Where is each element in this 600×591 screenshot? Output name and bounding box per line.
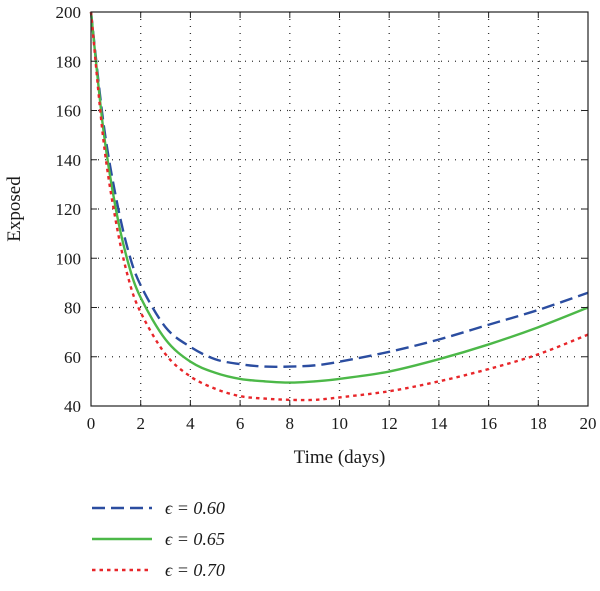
series-layer [89, 11, 589, 402]
y-axis-label: Exposed [4, 176, 25, 242]
legend-label-3: ϵ = 0.70 [165, 560, 225, 580]
y-tick-label: 100 [56, 249, 82, 268]
y-tick-label: 160 [56, 102, 82, 121]
series-line-3 [89, 11, 589, 402]
y-tick-label: 80 [64, 299, 81, 318]
x-tick-label: 14 [430, 414, 448, 433]
y-tick-label: 120 [56, 200, 82, 219]
legend-label-1: ϵ = 0.60 [165, 498, 225, 518]
x-tick-label: 0 [87, 414, 96, 433]
y-tick-label: 180 [56, 52, 82, 71]
x-tick-label: 2 [136, 414, 145, 433]
x-tick-label: 18 [530, 414, 547, 433]
y-tick-label: 200 [56, 3, 82, 22]
x-tick-label: 10 [331, 414, 348, 433]
legend: ϵ = 0.60 ϵ = 0.65 ϵ = 0.70 [92, 498, 225, 580]
x-tick-label: 6 [236, 414, 245, 433]
y-tick-label: 60 [64, 348, 81, 367]
x-tick-label: 16 [480, 414, 497, 433]
x-tick-label: 12 [381, 414, 398, 433]
series-line-1 [89, 11, 589, 369]
legend-label-2: ϵ = 0.65 [165, 529, 225, 549]
x-tick-label: 8 [286, 414, 295, 433]
x-axis-label: Time (days) [294, 447, 386, 468]
x-tick-label: 4 [186, 414, 195, 433]
y-tick-label: 140 [56, 151, 82, 170]
axis-ticks: 0 2 4 6 8 10 12 14 16 18 20 40 60 80 100 120 140 160 180 20… [56, 3, 597, 433]
grid-lines [91, 12, 588, 406]
series-line-2 [89, 11, 589, 384]
y-tick-label: 40 [64, 397, 81, 416]
x-tick-label: 20 [580, 414, 597, 433]
